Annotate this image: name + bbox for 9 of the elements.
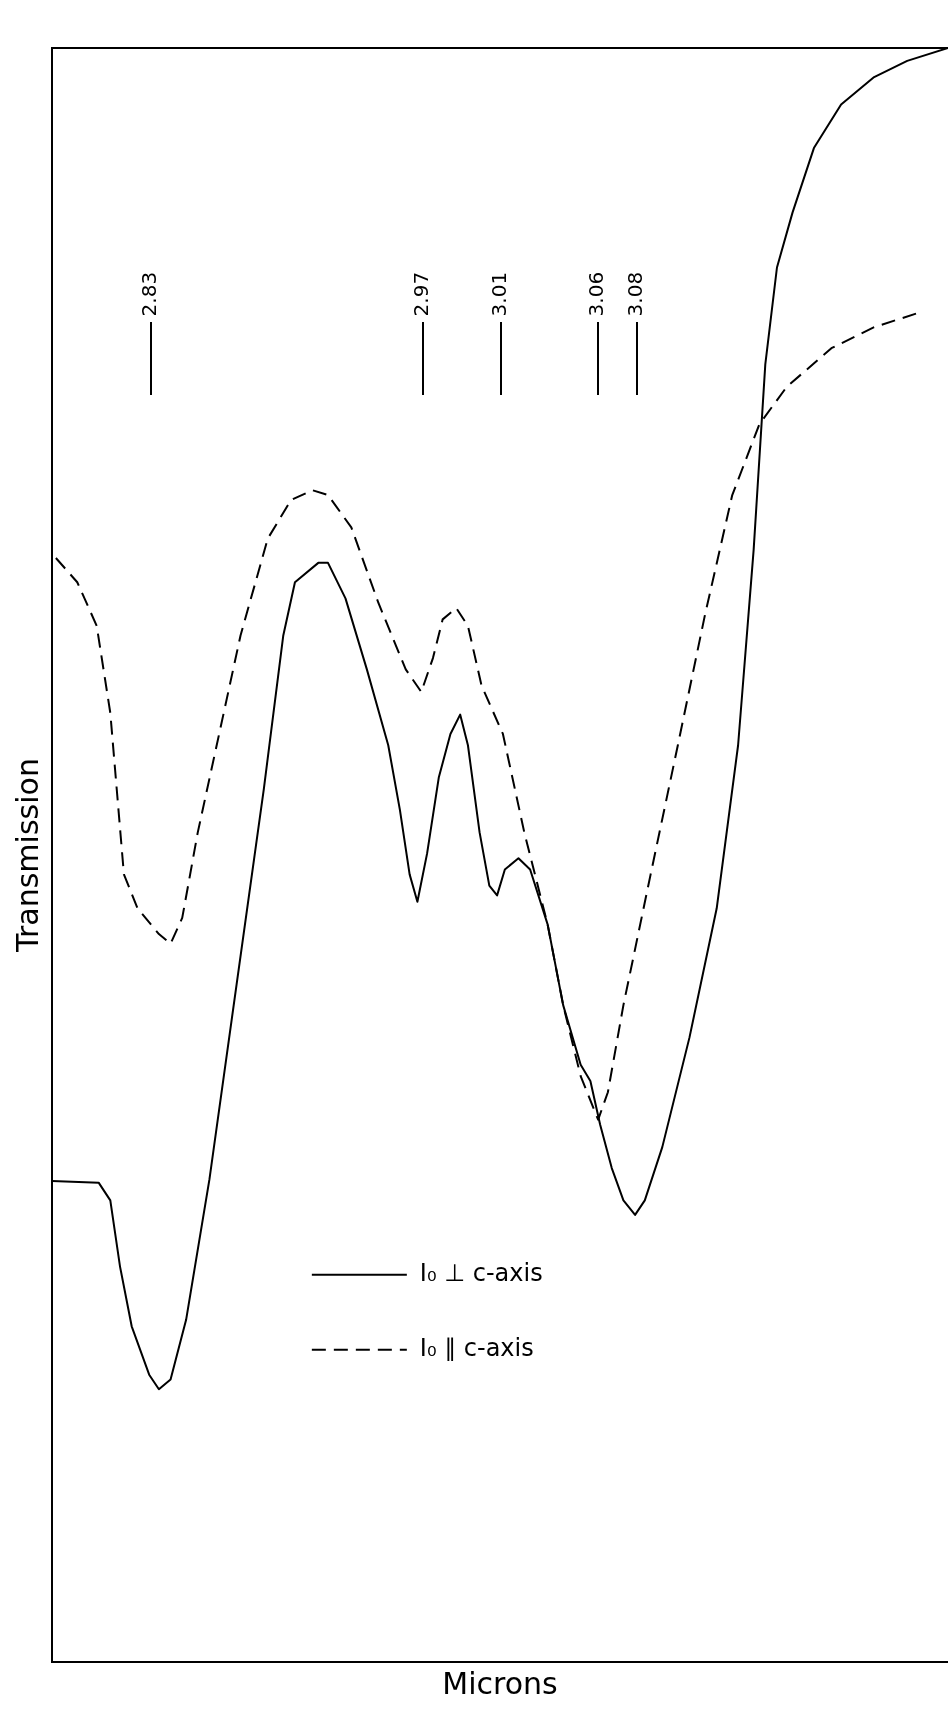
y-axis-title: Transmission	[9, 758, 45, 953]
x-tick-label: 2.97	[409, 271, 434, 317]
x-axis-title: Microns	[442, 1665, 558, 1701]
x-tick-label: 3.08	[623, 271, 648, 317]
x-tick-label: 2.83	[137, 271, 162, 317]
legend-label: I₀ ⊥ c-axis	[419, 1258, 543, 1287]
x-tick-label: 3.01	[487, 271, 512, 317]
legend-label: I₀ ∥ c-axis	[419, 1333, 534, 1362]
x-tick-label: 3.06	[584, 271, 609, 317]
